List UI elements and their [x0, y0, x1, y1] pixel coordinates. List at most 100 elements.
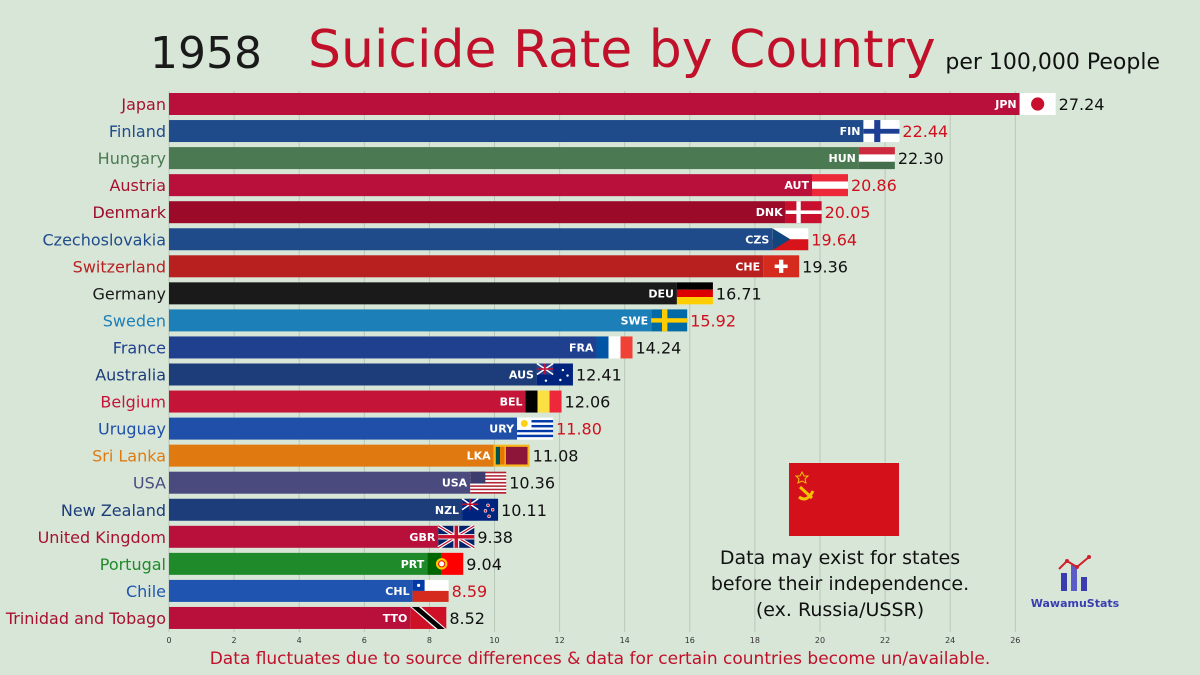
- x-axis-ticks: 0 2 4 6 8 10 12 14 16 18 20 22 24 26: [166, 636, 1020, 645]
- bar: [169, 93, 1020, 115]
- logo-text: WawamuStats: [1030, 597, 1120, 610]
- czs-flag-icon: [772, 228, 809, 251]
- bar: [169, 471, 471, 494]
- x-tick-label: 8: [427, 636, 432, 645]
- country-label: USA: [133, 474, 166, 493]
- bar: [169, 390, 526, 413]
- value-label: 15.92: [690, 311, 736, 330]
- prt-flag-icon: [427, 552, 464, 575]
- country-label: Denmark: [92, 203, 166, 222]
- bar-row-bel: Belgium BEL 12.06: [100, 390, 611, 413]
- country-label: Finland: [109, 122, 166, 141]
- value-label: 14.24: [636, 338, 682, 357]
- country-label: Sweden: [103, 311, 166, 330]
- country-code-label: BEL: [500, 396, 523, 409]
- value-label: 19.64: [811, 230, 857, 249]
- country-code-label: PRT: [401, 558, 425, 571]
- bar-row-swe: Sweden SWE 15.92: [103, 309, 736, 332]
- country-code-label: TTO: [383, 612, 408, 625]
- bar-row-che: Switzerland CHE 19.36: [73, 255, 848, 278]
- bar: [169, 174, 812, 197]
- che-flag-icon: [763, 255, 800, 278]
- country-code-label: FIN: [840, 125, 861, 138]
- bar-row-nzl: New Zealand NZL 10.11: [61, 498, 547, 521]
- logo-chart-icon: [1058, 555, 1091, 591]
- country-code-label: CHL: [385, 585, 409, 598]
- chl-flag-icon: [412, 579, 449, 602]
- x-tick-label: 18: [750, 636, 760, 645]
- country-label: Trinidad and Tobago: [5, 609, 166, 628]
- bar-row-jpn: Japan JPN 27.24: [120, 93, 1104, 115]
- x-tick-label: 4: [297, 636, 302, 645]
- hun-flag-icon: [858, 147, 895, 170]
- country-label: Hungary: [98, 149, 166, 168]
- bar-row-fra: France FRA 14.24: [113, 336, 682, 359]
- value-label: 9.04: [466, 555, 502, 574]
- country-label: United Kingdom: [38, 528, 166, 547]
- value-label: 19.36: [802, 257, 848, 276]
- country-label: France: [113, 338, 166, 357]
- wawamustats-logo: WawamuStats: [1030, 555, 1120, 610]
- deu-flag-icon: [676, 282, 713, 305]
- bar-row-gbr: United Kingdom GBR 9.38: [38, 524, 513, 550]
- gbr-flag-icon: [437, 524, 476, 550]
- value-label: 8.59: [452, 582, 488, 601]
- independence-note: Data may exist for states before their i…: [710, 547, 970, 621]
- ussr-flag-icon: [789, 463, 899, 536]
- country-label: Sri Lanka: [92, 447, 166, 466]
- country-label: Czechoslovakia: [43, 230, 167, 249]
- country-label: Belgium: [100, 393, 166, 412]
- country-code-label: DEU: [648, 287, 674, 300]
- country-label: Chile: [126, 582, 166, 601]
- chart-title: Suicide Rate by Country: [308, 20, 936, 80]
- x-tick-label: 2: [232, 636, 237, 645]
- x-tick-label: 22: [880, 636, 890, 645]
- bar-row-hun: Hungary HUN 22.30: [98, 147, 944, 170]
- value-label: 11.08: [533, 447, 579, 466]
- usa-flag-icon: [470, 471, 507, 494]
- country-code-label: CZS: [745, 233, 769, 246]
- x-tick-label: 0: [166, 636, 171, 645]
- country-label: Germany: [92, 284, 166, 303]
- country-code-label: HUN: [829, 152, 856, 165]
- bar: [169, 336, 597, 359]
- value-label: 20.05: [825, 203, 871, 222]
- bar-row-deu: Germany DEU 16.71: [92, 282, 762, 305]
- value-label: 22.44: [902, 122, 948, 141]
- country-code-label: LKA: [467, 450, 492, 463]
- bar: [169, 228, 773, 251]
- bar: [169, 309, 652, 332]
- bar: [169, 147, 859, 170]
- bar: [169, 498, 463, 521]
- country-code-label: USA: [442, 477, 468, 490]
- value-label: 20.86: [851, 176, 897, 195]
- bar: [169, 606, 411, 629]
- bar: [169, 525, 439, 548]
- x-tick-label: 24: [945, 636, 955, 645]
- value-label: 11.80: [556, 420, 602, 439]
- bars: Japan JPN 27.24 Finland FIN 22.44 Hungary HUN 22…: [5, 93, 1104, 629]
- aut-flag-icon: [811, 174, 848, 197]
- x-tick-label: 16: [685, 636, 695, 645]
- jpn-flag-icon: [1019, 93, 1056, 115]
- country-label: Australia: [95, 366, 166, 385]
- bar: [169, 201, 786, 224]
- ury-flag-icon: [517, 417, 554, 440]
- bar: [169, 579, 413, 602]
- bar-row-aus: Australia AUS 12.41: [95, 362, 622, 386]
- country-code-label: JPN: [994, 98, 1016, 111]
- bar-row-lka: Sri Lanka LKA 11.08: [92, 444, 579, 467]
- country-code-label: GBR: [409, 531, 435, 544]
- x-tick-label: 26: [1010, 636, 1020, 645]
- country-label: Japan: [120, 95, 166, 114]
- bar-row-chl: Chile CHL 8.59: [126, 579, 488, 602]
- unit-label: per 100,000 People: [945, 50, 1160, 75]
- swe-flag-icon: [651, 309, 688, 332]
- value-label: 10.36: [509, 474, 555, 493]
- tto-flag-icon: [410, 606, 447, 629]
- value-label: 12.06: [565, 393, 611, 412]
- value-label: 9.38: [477, 528, 513, 547]
- value-label: 8.52: [449, 609, 485, 628]
- year-label: 1958: [150, 28, 262, 79]
- country-code-label: URY: [489, 423, 515, 436]
